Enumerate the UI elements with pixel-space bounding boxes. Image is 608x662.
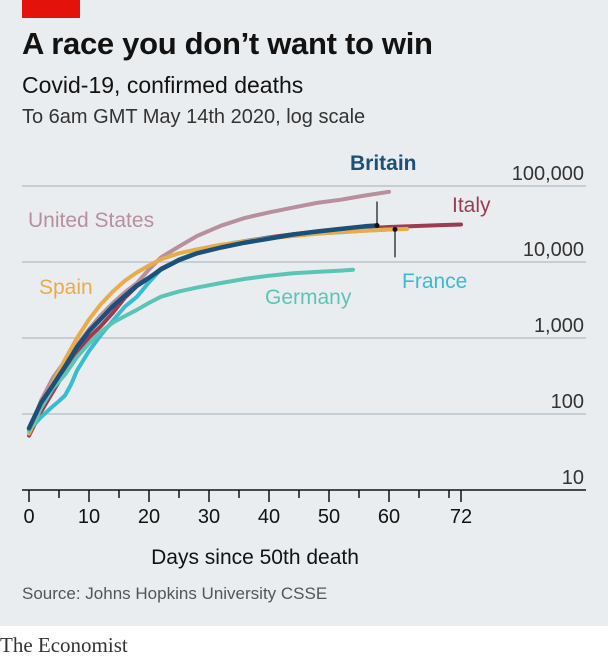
series-lines (26, 189, 463, 438)
series-label-italy: Italy (452, 194, 491, 217)
chart-note: To 6am GMT May 14th 2020, log scale (22, 106, 366, 128)
x-tick-label: 10 (78, 506, 100, 528)
y-tick-label: 10 (562, 467, 584, 489)
x-axis-label: Days since 50th death (151, 546, 359, 569)
series-line-spain (27, 226, 409, 436)
x-axis: 0 10 20 30 40 50 60 72 (22, 489, 586, 528)
chart-card: A race you don’t want to win Covid-19, c… (0, 0, 608, 626)
y-tick-label: 100 (551, 391, 584, 413)
brand-flag (22, 0, 80, 18)
y-tick-label: 100,000 (512, 163, 584, 185)
series-line-britain (26, 223, 380, 431)
end-point-france (392, 226, 398, 232)
series-label-britain: Britain (350, 152, 417, 175)
series-labels: United States Italy France Spain Germany Brit… (28, 152, 491, 309)
series-line-germany (27, 267, 355, 433)
x-tick-label: 60 (378, 506, 400, 528)
x-tick-label: 40 (258, 506, 280, 528)
x-tick-label: 20 (138, 506, 160, 528)
publisher-logo: The Economist (0, 633, 128, 657)
chart-title: A race you don’t want to win (22, 26, 433, 61)
chart-subtitle: Covid-19, confirmed deaths (22, 72, 304, 98)
series-label-united-states: United States (28, 209, 154, 232)
series-line-italy (27, 222, 463, 438)
x-tick-label: 0 (23, 506, 34, 528)
series-label-france: France (402, 270, 467, 293)
x-tick-label: 30 (198, 506, 220, 528)
y-tick-label: 1,000 (534, 315, 584, 337)
series-label-germany: Germany (265, 286, 352, 309)
end-point-britain (374, 223, 380, 229)
source-note: Source: Johns Hopkins University CSSE (22, 584, 328, 603)
x-tick-label: 72 (450, 506, 472, 528)
series-label-spain: Spain (39, 276, 93, 299)
grid: 10 100 1,000 10,000 100,000 (22, 163, 586, 489)
y-tick-label: 10,000 (523, 239, 584, 261)
x-tick-label: 50 (318, 506, 340, 528)
